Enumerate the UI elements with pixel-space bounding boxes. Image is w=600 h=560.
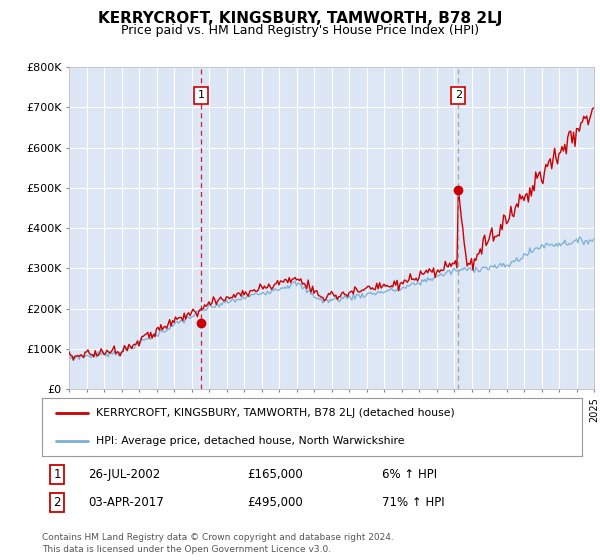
Text: KERRYCROFT, KINGSBURY, TAMWORTH, B78 2LJ (detached house): KERRYCROFT, KINGSBURY, TAMWORTH, B78 2LJ… <box>96 408 455 418</box>
Text: 2: 2 <box>455 90 462 100</box>
Text: 71% ↑ HPI: 71% ↑ HPI <box>382 496 445 509</box>
Text: £495,000: £495,000 <box>247 496 303 509</box>
Text: HPI: Average price, detached house, North Warwickshire: HPI: Average price, detached house, Nort… <box>96 436 404 446</box>
Text: 1: 1 <box>53 468 61 481</box>
Text: 26-JUL-2002: 26-JUL-2002 <box>88 468 160 481</box>
Text: KERRYCROFT, KINGSBURY, TAMWORTH, B78 2LJ: KERRYCROFT, KINGSBURY, TAMWORTH, B78 2LJ <box>98 11 502 26</box>
Text: £165,000: £165,000 <box>247 468 303 481</box>
Text: Contains HM Land Registry data © Crown copyright and database right 2024.
This d: Contains HM Land Registry data © Crown c… <box>42 533 394 554</box>
Text: 03-APR-2017: 03-APR-2017 <box>88 496 164 509</box>
Text: 1: 1 <box>198 90 205 100</box>
Text: Price paid vs. HM Land Registry's House Price Index (HPI): Price paid vs. HM Land Registry's House … <box>121 24 479 36</box>
Text: 2: 2 <box>53 496 61 509</box>
Text: 6% ↑ HPI: 6% ↑ HPI <box>382 468 437 481</box>
